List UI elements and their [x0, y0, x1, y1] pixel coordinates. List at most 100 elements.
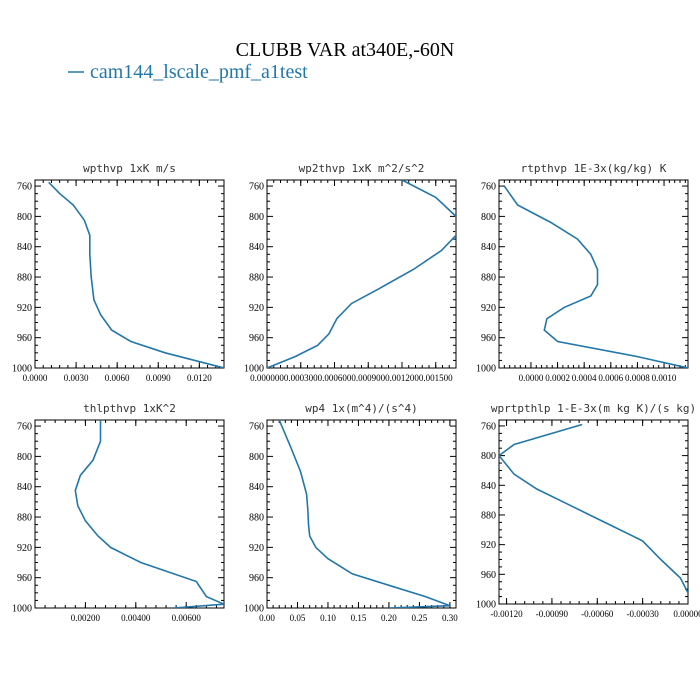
x-tick-label: 0.0000 [519, 373, 544, 383]
x-tick-label: 0.20 [381, 613, 397, 623]
subplot-title: wp4 1x(m^4)/(s^4) [305, 402, 418, 415]
y-tick-label: 800 [249, 212, 264, 223]
x-tick-label: 0.001500 [419, 373, 453, 383]
series-line [48, 181, 224, 368]
y-tick-label: 840 [481, 481, 496, 492]
x-tick-label: 0.00 [259, 613, 275, 623]
x-tick-label: 0.30 [442, 613, 458, 623]
y-tick-label: 760 [481, 182, 496, 193]
y-tick-label: 760 [481, 421, 496, 432]
x-tick-label: -0.00030 [627, 609, 660, 619]
x-tick-label: 0.0120 [187, 373, 212, 383]
y-tick-label: 880 [17, 273, 32, 284]
y-tick-label: 960 [249, 333, 264, 344]
plot-frame [34, 179, 225, 369]
x-tick-label: 0.00000 [673, 609, 700, 619]
x-tick-label: 0.0000 [23, 373, 48, 383]
x-tick-label: 0.0010 [652, 373, 677, 383]
y-tick-label: 800 [481, 212, 496, 223]
y-tick-label: 800 [17, 212, 32, 223]
x-tick-label: 0.0090 [146, 373, 171, 383]
subplot-2: wp2thvp 1xK m^2/s^2 760 800 840 880 920 960 100… [244, 162, 457, 383]
x-tick-label: 0.0030 [64, 373, 89, 383]
series-line [74, 420, 224, 608]
x-tick-label: 0.0006 [598, 373, 623, 383]
plot-frame [266, 419, 457, 609]
subplot-grid: wpthvp 1xK m/s76080084088092096010000.00… [12, 162, 700, 623]
series-line [267, 180, 456, 368]
legend-label: cam144_lscale_pmf_a1test [90, 61, 308, 83]
y-tick-label: 960 [249, 573, 264, 584]
y-tick-label: 760 [17, 182, 32, 193]
y-tick-label: 840 [249, 242, 264, 253]
plot-frame [498, 179, 689, 369]
series-line [503, 185, 688, 368]
y-tick-label: 920 [481, 540, 496, 551]
y-tick-label: 880 [481, 510, 496, 521]
series-line [278, 420, 451, 608]
subplot-5: wp4 1x(m^4)/(s^4)76080084088092096010000… [244, 402, 458, 623]
y-tick-label: 880 [481, 273, 496, 284]
x-tick-label: 0.00600 [172, 613, 202, 623]
y-tick-label: 960 [481, 570, 496, 581]
y-tick-label: 960 [17, 333, 32, 344]
x-tick-label: -0.00120 [490, 609, 523, 619]
subplot-3: rtpthvp 1E-3x(kg/kg) K 760 800 840 880 920 960… [476, 162, 689, 383]
plot-frame [34, 419, 225, 609]
y-tick-label: 840 [17, 242, 32, 253]
x-tick-label: 0.00200 [71, 613, 101, 623]
y-tick-label: 960 [17, 573, 32, 584]
subplot-title: thlpthvp 1xK^2 [83, 402, 176, 415]
y-tick-label: 840 [481, 242, 496, 253]
y-tick-label: 760 [17, 422, 32, 433]
subplot-title: wpthvp 1xK m/s [83, 162, 176, 175]
y-tick-label: 840 [17, 482, 32, 493]
y-tick-label: 760 [249, 422, 264, 433]
y-tick-label: 1000 [476, 600, 496, 611]
subplot-title: wp2thvp 1xK m^2/s^2 [299, 162, 425, 175]
y-tick-label: 760 [249, 182, 264, 193]
y-tick-label: 920 [17, 303, 32, 314]
plot-frame [498, 419, 689, 605]
y-tick-label: 1000 [244, 364, 264, 375]
x-tick-label: 0.0002 [545, 373, 570, 383]
y-tick-label: 920 [249, 303, 264, 314]
y-tick-label: 880 [249, 513, 264, 524]
x-tick-label: 0.05 [290, 613, 306, 623]
y-tick-label: 1000 [12, 604, 32, 615]
x-tick-label: 0.15 [351, 613, 367, 623]
y-tick-label: 1000 [244, 604, 264, 615]
x-tick-label: 0.000000 [250, 373, 284, 383]
series-line [499, 423, 688, 594]
y-tick-label: 880 [249, 273, 264, 284]
subplot-title: rtpthvp 1E-3x(kg/kg) K [521, 162, 667, 175]
x-tick-label: -0.00090 [536, 609, 569, 619]
y-tick-label: 800 [17, 452, 32, 463]
y-tick-label: 920 [249, 543, 264, 554]
y-tick-label: 920 [481, 303, 496, 314]
y-tick-label: 840 [249, 482, 264, 493]
x-tick-label: 0.00400 [121, 613, 151, 623]
x-tick-label: 0.001200 [385, 373, 419, 383]
y-tick-label: 800 [481, 451, 496, 462]
x-tick-label: -0.00060 [581, 609, 614, 619]
x-tick-label: 0.10 [320, 613, 336, 623]
subplot-6: wprtpthlp 1-E-3x(m kg K)/(s kg) 760 800 840… [476, 402, 700, 619]
x-tick-label: 0.0008 [625, 373, 650, 383]
x-tick-label: 0.0060 [105, 373, 130, 383]
plot-frame [266, 179, 457, 369]
y-tick-label: 800 [249, 452, 264, 463]
y-tick-label: 920 [17, 543, 32, 554]
x-tick-label: 0.000600 [318, 373, 352, 383]
subplot-1: wpthvp 1xK m/s76080084088092096010000.00… [12, 162, 225, 383]
y-tick-label: 960 [481, 333, 496, 344]
x-tick-label: 0.25 [412, 613, 428, 623]
subplot-4: thlpthvp 1xK^2 760 800 840 880 920 960 1000 0.00… [12, 402, 225, 623]
y-tick-label: 1000 [12, 364, 32, 375]
x-tick-label: 0.0004 [572, 373, 597, 383]
figure-title: CLUBB VAR at340E,-60N [236, 39, 455, 61]
x-tick-label: 0.000300 [284, 373, 318, 383]
x-tick-label: 0.000900 [351, 373, 385, 383]
y-tick-label: 1000 [476, 364, 496, 375]
